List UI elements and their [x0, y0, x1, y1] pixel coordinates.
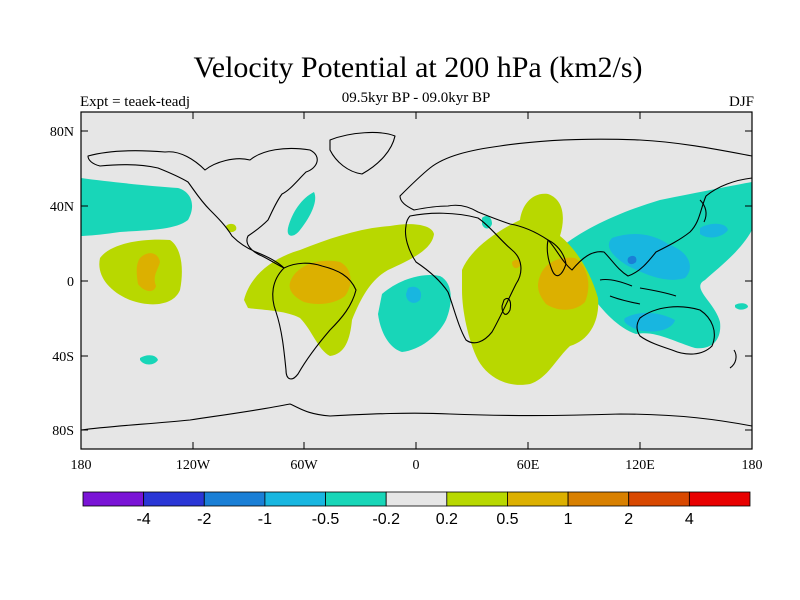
colorbar-swatch [325, 491, 387, 507]
coast-australia [636, 306, 715, 355]
colorbar-label: 2 [624, 511, 633, 528]
colorbar-label: -0.2 [372, 511, 400, 528]
contour-north-pacific-negative [81, 178, 193, 236]
contour-indian-ocean-strong-positive [538, 257, 589, 310]
lon-label-0: 0 [413, 458, 420, 473]
colorbar-swatch [628, 491, 690, 507]
coast-indonesia [599, 278, 677, 305]
lon-label-180w: 180 [71, 458, 92, 473]
coast-india [546, 239, 567, 277]
lat-label-40s: 40S [52, 350, 74, 365]
lat-label-eq: 0 [67, 275, 74, 290]
contour-indian-ocean-africa-positive [462, 193, 599, 385]
contour-atlantic-north-negative [287, 192, 316, 236]
coast-eurasia [399, 138, 752, 277]
contour-japan-strong-negative [700, 223, 728, 238]
colorbar-swatch [264, 491, 326, 507]
contour-amazon-strong-positive [289, 260, 351, 304]
lon-label-60w: 60W [290, 458, 318, 473]
contour-south-atlantic-strong-negative [406, 286, 422, 303]
lon-ticks [192, 112, 641, 449]
colorbar: -4 -2 -1 -0.5 -0.2 0.2 0.5 1 2 4 [82, 491, 751, 528]
colorbar-swatch [143, 491, 205, 507]
contour-central-pacific-strong-positive [136, 253, 160, 292]
coastlines [81, 132, 752, 431]
coast-africa [404, 212, 522, 344]
colorbar-swatch [385, 491, 448, 507]
colorbar-label: 1 [564, 511, 573, 528]
coast-north-america [87, 147, 318, 269]
lon-label-60e: 60E [517, 458, 540, 473]
contour-south-atlantic-negative [378, 274, 451, 352]
colorbar-label: 0.2 [436, 511, 458, 528]
contour-pacific-south-negative-small [140, 355, 158, 365]
experiment-label: Expt = teaek-teadj [80, 94, 191, 110]
lat-ticks [81, 130, 752, 431]
contour-philippines-strongest [627, 255, 637, 265]
colorbar-label: -1 [258, 511, 272, 528]
coast-madagascar [501, 297, 512, 315]
colorbar-swatch [507, 491, 569, 507]
map-subtitle: 09.5kyr BP - 09.0kyr BP [341, 90, 491, 106]
lat-label-40n: 40N [50, 200, 74, 215]
colorbar-label: -4 [137, 511, 151, 528]
season-label: DJF [728, 94, 754, 110]
coast-new-zealand [729, 349, 737, 369]
colorbar-swatch [203, 491, 266, 507]
coast-south-america [272, 262, 357, 380]
lat-label-80s: 80S [52, 424, 74, 439]
contour-aus-east-negative-small [735, 303, 748, 310]
lon-label-120w: 120W [176, 458, 211, 473]
coast-greenland [329, 132, 396, 175]
lat-label-80n: 80N [50, 125, 74, 140]
map-title: Velocity Potential at 200 hPa (km2/s) [193, 51, 643, 84]
coast-japan [699, 199, 707, 223]
contour-north-africa-negative-small [482, 216, 492, 229]
contour-africa-strong-positive-small [512, 259, 521, 269]
colorbar-swatch [688, 491, 751, 507]
colorbar-label: 4 [685, 511, 694, 528]
lon-label-120e: 120E [625, 458, 655, 473]
colorbar-swatch [567, 491, 630, 507]
colorbar-label: -2 [197, 511, 211, 528]
lon-label-180e: 180 [742, 458, 763, 473]
colorbar-swatch [446, 491, 508, 507]
coast-antarctica [81, 403, 752, 431]
colorbar-swatch [82, 491, 145, 507]
colorbar-label: -0.5 [312, 511, 340, 528]
colorbar-label: 0.5 [496, 511, 518, 528]
